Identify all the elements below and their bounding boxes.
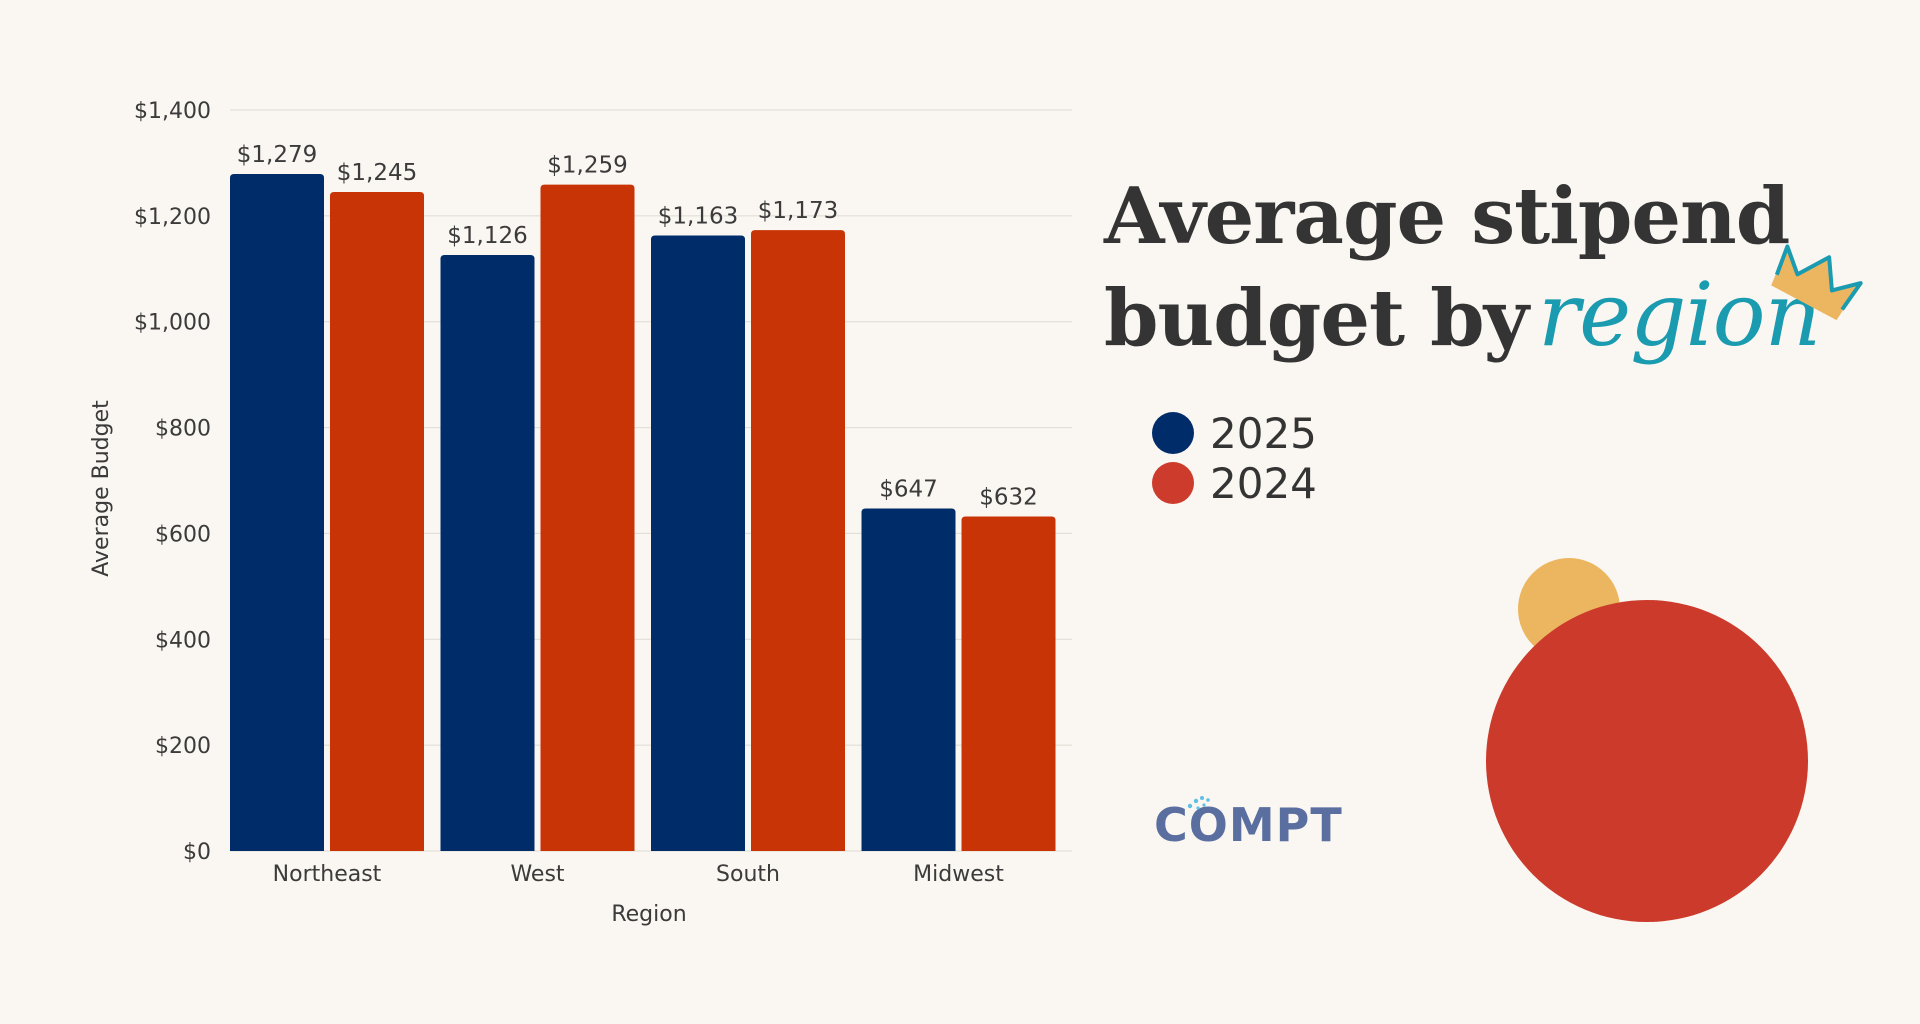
x-axis-title: Region [611, 902, 686, 927]
chart-legend: 2025 2024 [1152, 408, 1317, 508]
legend-item-2025: 2025 [1152, 408, 1317, 458]
bar-2024-south [751, 230, 845, 852]
bar-2025-northeast [230, 174, 324, 851]
data-label: $1,163 [658, 203, 738, 229]
compt-logo: COMPT [1154, 798, 1343, 852]
decorative-circle-large [1486, 600, 1808, 922]
chart-title: Average stipend budget by region [1104, 168, 1821, 368]
data-label: $632 [979, 484, 1038, 510]
y-tick-label: $200 [155, 734, 211, 759]
legend-label-2025: 2025 [1210, 408, 1317, 458]
title-line-2-prefix: budget by [1104, 273, 1529, 364]
logo-sparkle-icon [1187, 796, 1210, 810]
legend-swatch-2025 [1152, 412, 1194, 454]
y-tick-label: $1,400 [134, 99, 211, 124]
legend-item-2024: 2024 [1152, 458, 1317, 508]
y-tick-label: $600 [155, 522, 211, 547]
data-label: $1,245 [337, 160, 417, 186]
legend-label-2024: 2024 [1210, 458, 1317, 508]
y-tick-label: $800 [155, 417, 211, 442]
bar-2025-west [440, 255, 535, 851]
bar-2025-south [651, 235, 745, 851]
data-label: $647 [879, 477, 938, 503]
x-tick-label: South [716, 862, 780, 887]
y-axis-title: Average Budget [89, 400, 114, 577]
bar-2025-midwest [861, 508, 956, 851]
legend-swatch-2024 [1152, 462, 1194, 504]
bar-2024-west [540, 184, 635, 852]
data-label: $1,259 [547, 153, 627, 179]
title-line-2: budget by region [1104, 266, 1821, 368]
x-tick-label: West [510, 862, 564, 887]
x-tick-label: Northeast [273, 862, 382, 887]
data-label: $1,126 [447, 223, 527, 249]
y-tick-label: $400 [155, 628, 211, 653]
crown-icon [1771, 244, 1863, 321]
y-tick-label: $1,200 [134, 205, 211, 230]
x-tick-label: Midwest [913, 862, 1004, 887]
title-line-1: Average stipend [1104, 171, 1790, 262]
data-label: $1,279 [237, 142, 317, 168]
data-label: $1,173 [758, 198, 838, 224]
y-tick-label: $1,000 [134, 311, 211, 336]
y-tick-label: $0 [183, 840, 211, 865]
bar-2024-northeast [330, 192, 424, 851]
bar-chart: $0 $200 $400 $600 $800 $1,000 $1,200 $1,400 $1,2… [89, 99, 1072, 927]
bar-2024-midwest [961, 516, 1056, 851]
